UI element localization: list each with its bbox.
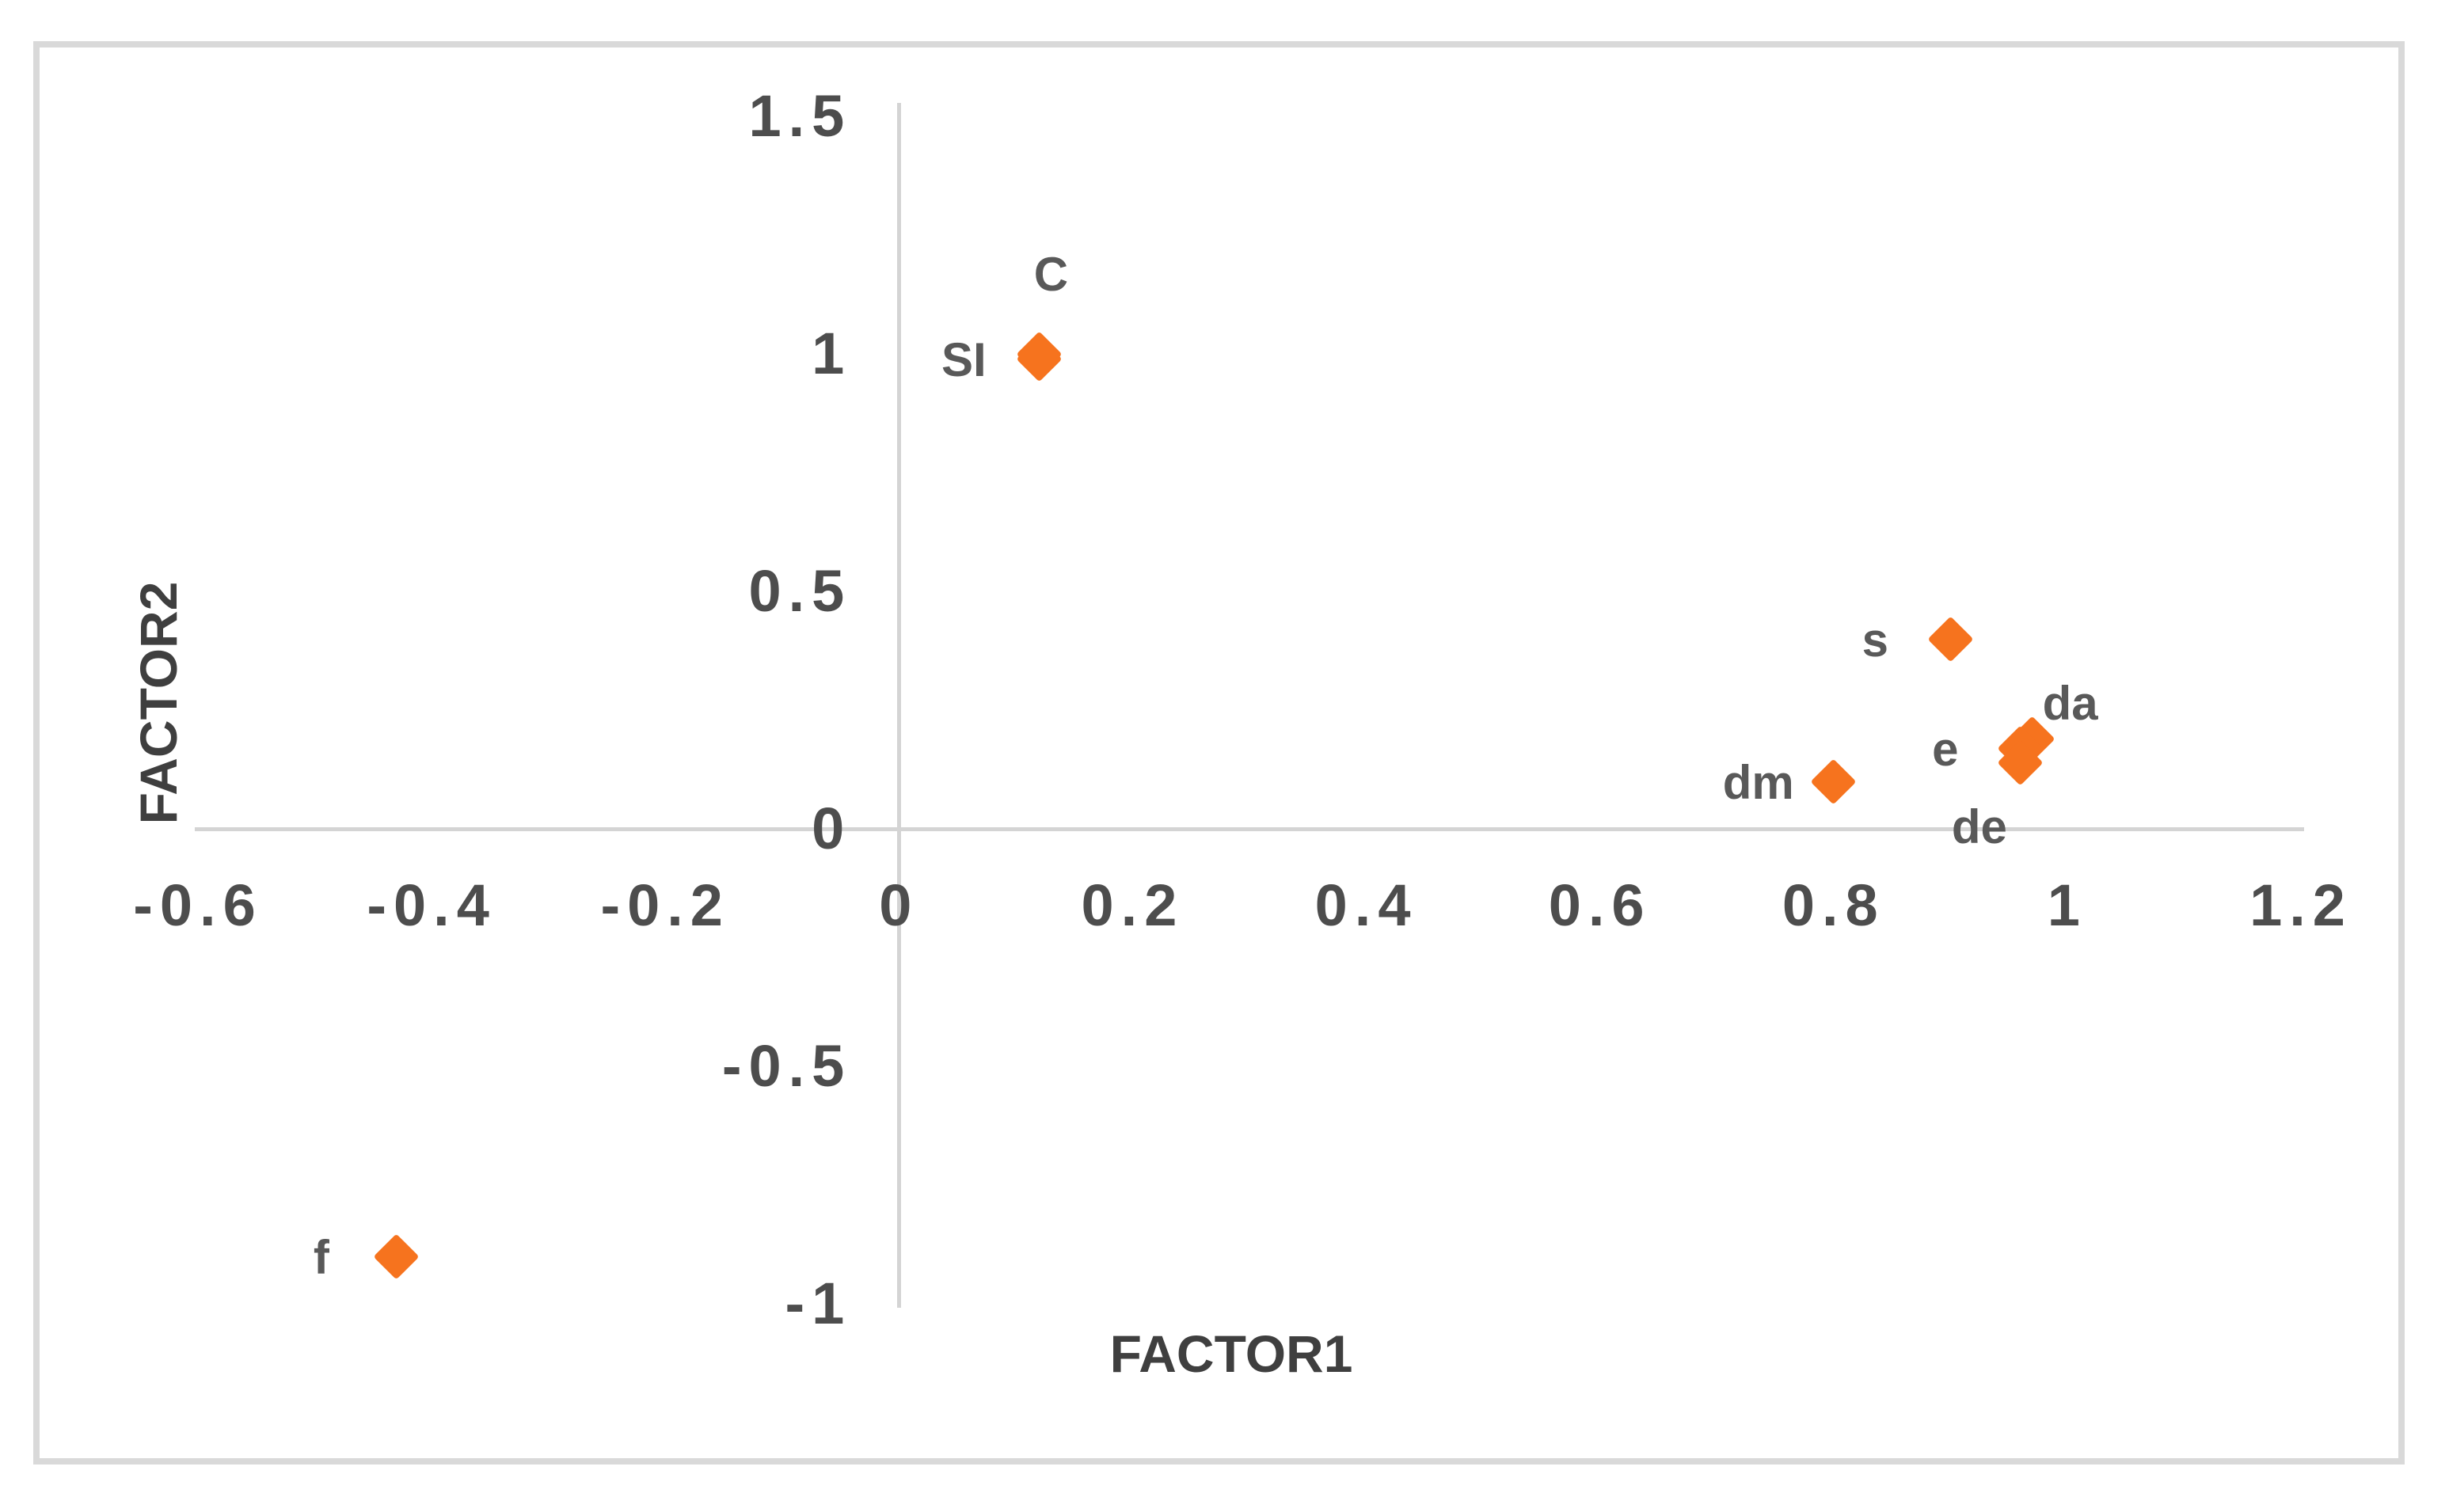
y-tick-label: 0 (812, 796, 852, 861)
y-axis-line (897, 103, 902, 1308)
x-tick-label: 0.8 (1782, 872, 1885, 938)
x-tick-label: 1 (2047, 872, 2087, 938)
y-tick-label: 1.5 (748, 83, 852, 149)
data-point-label: e (1932, 723, 1959, 776)
x-tick-label: 0.2 (1081, 872, 1185, 938)
data-point-label: da (2042, 677, 2098, 730)
y-tick-label: -1 (785, 1271, 852, 1336)
y-tick-label: 0.5 (748, 558, 852, 624)
data-point-label: f (313, 1231, 329, 1284)
x-tick-label: 0.6 (1548, 872, 1652, 938)
y-axis-title: FACTOR2 (129, 581, 188, 825)
x-tick-label: -0.6 (133, 872, 263, 938)
x-tick-label: 1.2 (2249, 872, 2352, 938)
x-tick-label: -0.2 (600, 872, 730, 938)
data-point-label: s (1861, 614, 1889, 667)
y-tick-label: 1 (812, 321, 852, 386)
x-tick-label: 0.4 (1314, 872, 1418, 938)
data-point-label: de (1951, 800, 2007, 853)
data-point-label: SI (941, 333, 987, 386)
x-axis-line (195, 827, 2304, 831)
x-axis-title: FACTOR1 (1109, 1324, 1353, 1383)
x-tick-label: -0.4 (367, 872, 496, 938)
data-point-label: C (1033, 248, 1069, 301)
x-tick-label: 0 (879, 872, 919, 938)
y-tick-label: -0.5 (721, 1033, 852, 1099)
data-point-label: dm (1722, 756, 1794, 809)
